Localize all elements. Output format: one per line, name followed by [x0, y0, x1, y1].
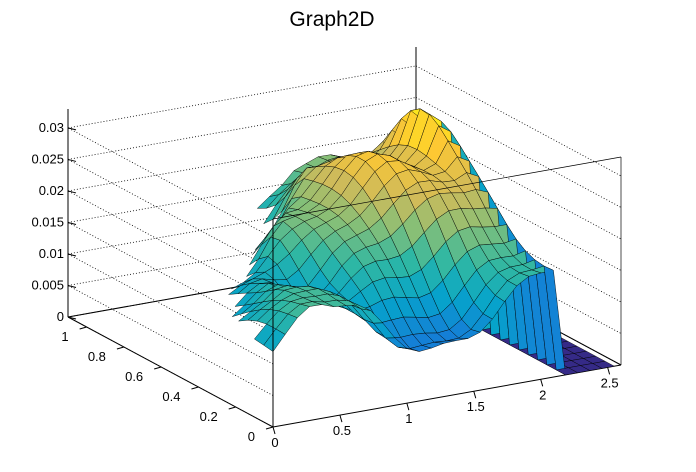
y-axis-tick	[191, 386, 199, 390]
z-tick-label: 0.005	[31, 277, 64, 292]
z-axis-tick	[67, 221, 77, 225]
z-gridline-left-wall	[67, 127, 274, 239]
y-tick-label: 1	[61, 329, 68, 344]
z-axis-tick	[67, 284, 77, 288]
axis-ticks: 0 0.005 0.01 0.015 0.02 0.025 0.03 0 0.2 0.4 0.6 0.…	[31, 109, 619, 450]
z-gridline-back-wall	[67, 65, 417, 129]
z-tick-label: 0.03	[39, 120, 64, 135]
z-tick-label: 0	[57, 309, 64, 324]
x-tick-label: 1.5	[467, 399, 485, 414]
y-tick-label: 0.8	[88, 349, 106, 364]
frame-edge-left-bottom	[67, 316, 274, 428]
z-axis-tick	[67, 253, 77, 257]
z-axis-tick	[67, 127, 77, 131]
x-tick-label: 2	[539, 387, 546, 402]
surface-mesh	[227, 108, 616, 376]
z-axis-tick	[67, 316, 77, 320]
frame-edge-front-bottom	[272, 364, 622, 428]
z-gridline-back-wall	[67, 128, 417, 192]
x-axis-tick	[540, 379, 544, 387]
z-tick-label: 0.01	[39, 246, 64, 261]
x-tick-label: 2.5	[601, 375, 619, 390]
x-axis-tick	[473, 391, 477, 399]
x-tick-label: 1	[405, 411, 412, 426]
y-tick-label: 0	[248, 429, 255, 444]
frame-edge-front-top	[272, 156, 622, 220]
z-tick-label: 0.02	[39, 183, 64, 198]
y-tick-label: 0.2	[200, 409, 218, 424]
z-axis-tick	[67, 190, 77, 194]
y-axis-tick	[116, 346, 125, 350]
x-axis-tick	[406, 403, 410, 411]
x-tick-label: 0.5	[333, 423, 351, 438]
z-gridline-back-wall	[67, 97, 417, 160]
z-tick-label: 0.015	[31, 214, 64, 229]
y-axis-tick	[265, 426, 274, 430]
surface-cell	[592, 360, 616, 369]
x-axis-tick	[272, 426, 276, 435]
x-axis-tick	[339, 414, 343, 423]
y-axis-tick	[154, 366, 162, 370]
y-tick-label: 0.6	[125, 369, 143, 384]
axis-frame-front	[272, 156, 622, 427]
z-gridline-left-wall	[67, 222, 274, 333]
y-tick-label: 0.4	[162, 389, 180, 404]
z-gridline-left-wall	[67, 159, 274, 270]
z-tick-label: 0.025	[31, 151, 64, 166]
chart-title: Graph2D	[289, 8, 374, 31]
x-axis-tick	[607, 367, 611, 375]
y-axis-tick	[228, 406, 236, 410]
x-tick-label: 0	[271, 435, 278, 450]
y-axis-tick	[79, 326, 87, 330]
z-axis-tick	[67, 158, 77, 162]
